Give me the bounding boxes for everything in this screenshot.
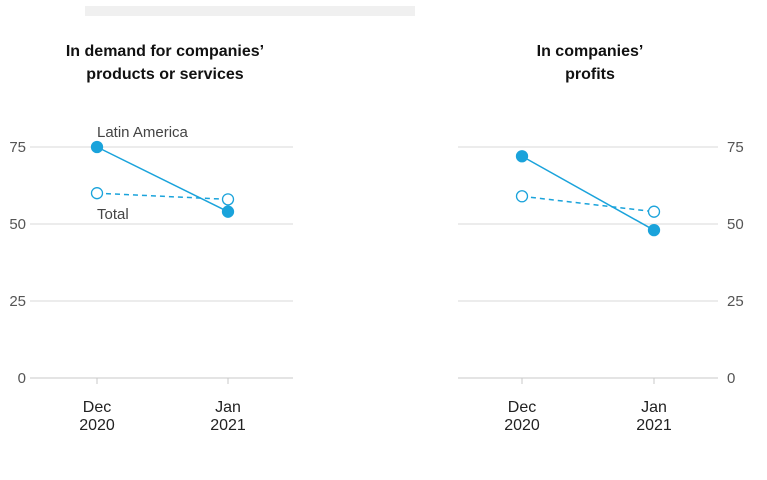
data-point-open bbox=[515, 190, 529, 203]
data-point-filled bbox=[221, 205, 235, 218]
x-tick-label: 2020 bbox=[504, 417, 540, 434]
y-tick-label: 75 bbox=[727, 139, 744, 156]
data-point-open bbox=[90, 187, 104, 200]
series-line-total bbox=[521, 195, 655, 213]
y-tick-label: 75 bbox=[9, 139, 26, 156]
y-tick-label: 25 bbox=[727, 293, 744, 310]
data-point-filled bbox=[647, 224, 661, 237]
data-point-open bbox=[647, 205, 661, 218]
x-tick-label: Dec bbox=[83, 399, 111, 416]
cropped-header-text bbox=[85, 6, 415, 16]
data-point-filled bbox=[90, 140, 104, 154]
x-tick-label: Dec bbox=[508, 399, 536, 416]
series-label-total: Total bbox=[97, 206, 129, 223]
chart-title-line: In demand for companies’ bbox=[66, 43, 264, 60]
data-point-open bbox=[221, 193, 235, 206]
chart-title-line: profits bbox=[565, 66, 615, 83]
x-tick-label: Jan bbox=[215, 399, 241, 416]
y-tick-label: 25 bbox=[9, 293, 26, 310]
y-tick-label: 50 bbox=[9, 216, 26, 233]
chart-title-line: In companies’ bbox=[537, 43, 644, 60]
x-tick-label: 2021 bbox=[210, 417, 246, 434]
chart-title-line: products or services bbox=[86, 66, 244, 83]
x-tick-label: 2020 bbox=[79, 417, 115, 434]
series-line-region bbox=[96, 146, 229, 213]
chart-panel-demand: In demand for companies’ products or serv… bbox=[9, 43, 293, 434]
y-tick-label: 0 bbox=[727, 370, 735, 387]
series-line-total bbox=[96, 192, 229, 201]
x-tick-label: 2021 bbox=[636, 417, 672, 434]
y-tick-label: 50 bbox=[727, 216, 744, 233]
series-line-region bbox=[521, 155, 655, 231]
data-point-filled bbox=[515, 150, 529, 163]
y-tick-label: 0 bbox=[18, 370, 26, 387]
x-tick-label: Jan bbox=[641, 399, 667, 416]
series-label-latin-america: Latin America bbox=[97, 124, 189, 141]
